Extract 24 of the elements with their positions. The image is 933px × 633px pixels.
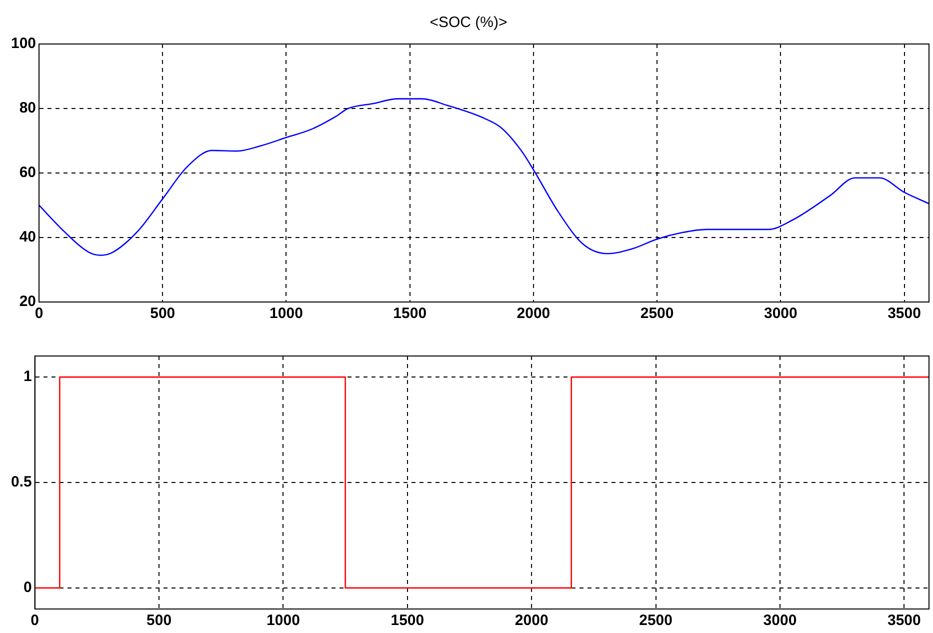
x-tick-label: 3500: [887, 612, 921, 630]
line-series: [39, 98, 929, 256]
y-tick-label: 20: [19, 293, 36, 310]
x-tick-label: 2500: [639, 612, 672, 630]
chart-title: <SOC (%)>: [430, 14, 508, 32]
x-tick-label: 2000: [514, 612, 548, 630]
y-tick-label: 60: [19, 164, 36, 182]
x-tick-label: 2000: [516, 305, 550, 322]
x-tick-label: 3000: [764, 305, 798, 322]
x-tick-label: 1000: [266, 612, 300, 630]
x-tick-label: 2500: [640, 305, 674, 322]
y-tick-label: 80: [19, 100, 36, 117]
x-tick-label: 3000: [763, 612, 797, 630]
y-tick-label: 100: [10, 35, 36, 52]
x-tick-label: 500: [146, 612, 172, 630]
y-tick-label: 1: [24, 368, 32, 386]
y-tick-label: 0: [24, 579, 32, 596]
x-tick-label: 3500: [888, 305, 921, 322]
y-tick-label: 0.5: [10, 474, 32, 491]
x-tick-label: 1500: [393, 305, 427, 322]
x-tick-label: 1000: [270, 305, 303, 322]
y-tick-label: 40: [19, 228, 36, 246]
x-tick-label: 500: [150, 305, 176, 322]
x-tick-label: 1500: [390, 612, 424, 630]
